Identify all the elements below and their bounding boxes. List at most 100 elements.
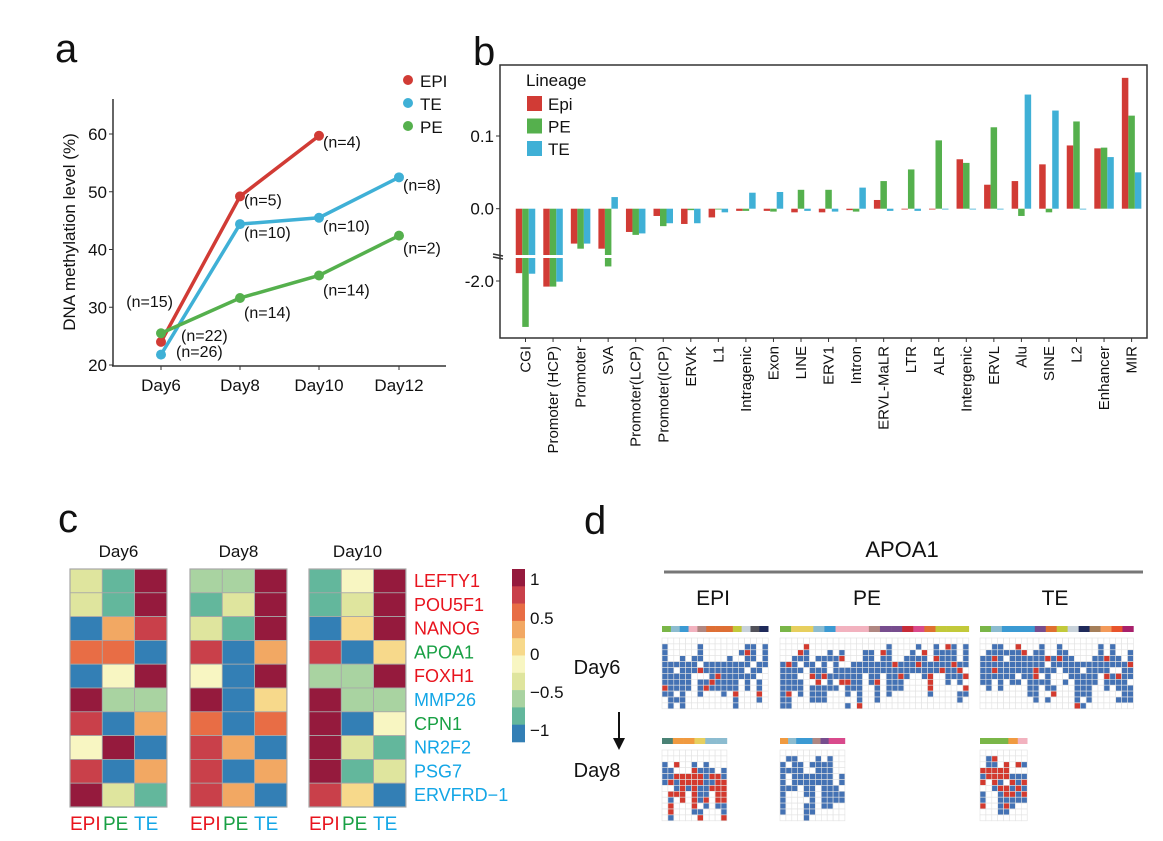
cpg-cell [997,696,1004,704]
cpg-cell [691,773,698,780]
cpg-cell [1085,643,1093,651]
cpg-cell [850,637,857,645]
bar-TE [556,208,563,255]
cpg-cell [679,785,686,792]
gene-label: MMP26 [414,690,476,710]
cell-color-bar [791,626,803,632]
cpg-cell [938,690,946,698]
cpg-cell [685,649,692,656]
cpg-cell [691,808,698,816]
y-tick-label: 30 [88,298,107,317]
cpg-cell [803,655,810,662]
cpg-cell [1015,767,1022,774]
cpg-cell [685,808,692,816]
cpg-cell [1015,643,1022,651]
cpg-cell [779,767,787,774]
cpg-cell [938,696,946,704]
cpg-cell [838,761,846,768]
cpg-cell [714,696,722,704]
cpg-cell [1003,702,1010,710]
cpg-cell [985,637,993,645]
cpg-cell [1074,667,1081,674]
cpg-cell [708,767,716,774]
cpg-cell [1026,702,1034,710]
cpg-cell [738,684,745,692]
cpg-cell [815,696,822,704]
cpg-cell [856,655,863,662]
cpg-cell [832,749,840,757]
cpg-cell [921,673,928,680]
cpg-cell [809,802,816,810]
cpg-cell [1003,796,1010,804]
cpg-cell [1015,678,1022,686]
cpg-cell [1080,637,1087,645]
cpg-cell [1026,667,1034,674]
heatmap-cell [373,616,407,641]
cpg-cell [897,655,905,662]
cpg-cell [803,643,810,651]
cpg-cell [897,637,905,645]
cpg-cell [797,785,804,792]
cpg-cell [1003,673,1010,680]
cpg-cell [685,673,692,680]
cpg-cell [661,661,669,668]
cpg-cell [809,773,816,780]
cpg-cell [797,790,804,798]
cpg-cell [738,702,745,710]
cpg-cell [756,643,763,651]
cpg-cell [850,684,857,692]
cpg-cell [1062,637,1069,645]
cpg-cell [874,649,881,656]
cpg-cell [714,673,722,680]
cpg-cell [1097,673,1105,680]
cpg-cell [1068,673,1075,680]
cpg-cell [856,702,863,710]
heatmap-cell [134,568,168,594]
cpg-cell [1009,667,1016,674]
cpg-cell [909,667,916,674]
cpg-cell [732,678,739,686]
x-tick-label: Day8 [220,376,260,395]
cpg-cell [909,690,916,698]
cpg-cell [826,796,834,804]
cpg-cell [933,637,940,645]
cpg-cell [732,667,739,674]
cpg-cell [1020,767,1028,774]
cpg-cell [1062,684,1069,692]
cpg-cell [985,802,993,810]
cpg-cell [744,696,751,704]
heatmap-cell [373,592,407,617]
cpg-cell [779,661,787,668]
bar-TE [638,208,646,234]
column-label-TE: TE [373,814,397,835]
cpg-cell [1097,667,1105,674]
cpg-cell [909,696,916,704]
cpg-cell [1032,667,1040,674]
cpg-cell [820,702,828,710]
cpg-cell [826,661,834,668]
cpg-cell [714,643,722,651]
cell-color-bar [750,626,760,632]
cpg-cell [691,678,698,686]
bar-Epi [1011,181,1019,209]
cpg-cell [744,702,751,710]
cpg-cell [779,667,787,674]
cpg-cell [856,637,863,645]
cpg-cell [1020,796,1028,804]
cpg-cell [679,643,686,651]
cpg-cell [720,796,728,804]
cpg-cell [938,678,946,686]
data-point-PE [235,293,245,304]
cpg-cell [785,684,793,692]
cpg-cell [685,643,692,651]
cpg-cell [761,684,769,692]
cpg-cell [820,755,828,763]
gene-label: LEFTY1 [414,571,480,591]
cpg-cell [797,643,804,651]
cpg-cell [962,690,970,698]
heatmap-title-Day8: Day8 [219,542,259,561]
cpg-cell [838,790,846,798]
cpg-cell [933,690,940,698]
cpg-cell [1050,678,1058,686]
cpg-cell [1044,673,1052,680]
